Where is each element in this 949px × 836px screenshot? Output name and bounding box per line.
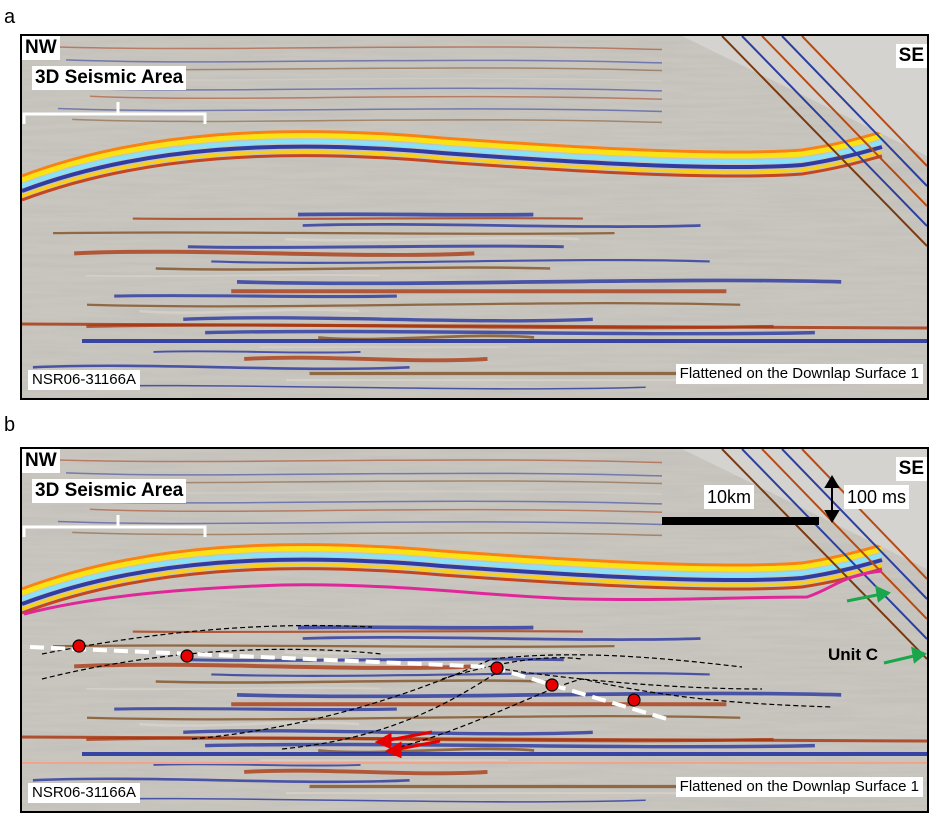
flatten-note: Flattened on the Downlap Surface 1 bbox=[675, 777, 923, 797]
red-arrows bbox=[374, 730, 441, 759]
unit-c-label: Unit C bbox=[828, 645, 879, 664]
flatten-note: Flattened on the Downlap Surface 1 bbox=[675, 364, 923, 384]
line-id-label: NSR06-31166A bbox=[28, 783, 140, 803]
vertical-scale-label: 100 ms bbox=[844, 485, 910, 509]
direction-nw-label: NW bbox=[22, 449, 60, 473]
seismic-image-b bbox=[22, 449, 927, 811]
area-bracket-b bbox=[22, 515, 207, 537]
downlap-surface-line bbox=[23, 569, 883, 616]
green-arrows bbox=[846, 585, 927, 665]
direction-nw-label: NW bbox=[22, 36, 60, 60]
seismic-panel-b: NW SE 3D Seismic Area 10km 100 ms Unit C… bbox=[20, 447, 929, 813]
seismic-image-a bbox=[22, 36, 927, 398]
area-bracket-a bbox=[22, 102, 207, 124]
horizontal-scale-bar bbox=[662, 517, 819, 525]
panel-letter-b: b bbox=[4, 414, 16, 436]
panel-letter-a: a bbox=[4, 6, 16, 28]
direction-se-label: SE bbox=[895, 457, 927, 481]
direction-se-label: SE bbox=[895, 44, 927, 68]
fault-markers bbox=[72, 639, 641, 707]
seismic-area-label: 3D Seismic Area bbox=[32, 479, 187, 503]
seismic-area-label: 3D Seismic Area bbox=[32, 66, 187, 90]
vertical-scale-arrow bbox=[824, 475, 840, 523]
seismic-panel-a: NW SE 3D Seismic Area NSR06-31166A Flatt… bbox=[20, 34, 929, 400]
line-id-label: NSR06-31166A bbox=[28, 370, 140, 390]
interpretation-overlay bbox=[22, 475, 927, 764]
horizontal-scale-label: 10km bbox=[704, 485, 755, 509]
clinoform-traces bbox=[41, 624, 833, 750]
